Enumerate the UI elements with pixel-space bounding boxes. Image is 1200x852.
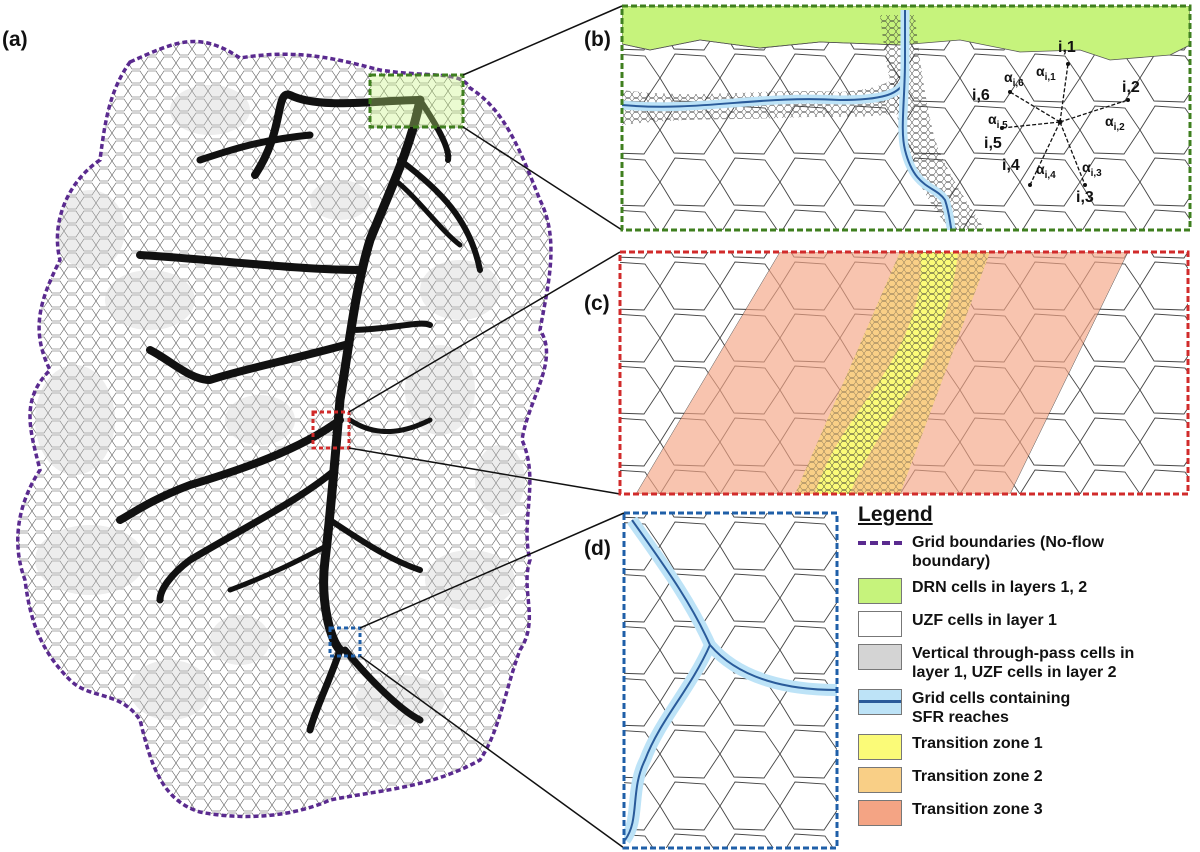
panel-label-b: (b) [584, 28, 611, 51]
legend-swatch-boundary [858, 533, 902, 559]
stream-network [116, 90, 483, 734]
legend-title: Legend [858, 503, 933, 526]
panel-c-frame [618, 250, 1190, 496]
alpha-label-5: αi,5 [988, 111, 1008, 131]
cell-label-i2: i,2 [1122, 79, 1140, 96]
alpha-label-6: αi,6 [1004, 69, 1024, 89]
cell-label-i4: i,4 [1002, 157, 1020, 174]
legend-swatch-zone3 [858, 800, 902, 826]
cell-label-i6: i,6 [972, 87, 990, 104]
panel-label-a: (a) [2, 28, 28, 51]
legend-label: DRN cells in layers 1, 2 [912, 579, 1088, 596]
legend-label: Vertical through-pass cells in [912, 645, 1135, 662]
legend-label: Grid boundaries (No-flow [912, 534, 1104, 551]
panel-d-frame [622, 511, 839, 850]
legend-item-uzf: UZF cells in layer 1 [858, 611, 1198, 637]
grid-boundary [16, 39, 553, 819]
legend-swatch-zone1 [858, 734, 902, 760]
legend-label: layer 1, UZF cells in layer 2 [912, 664, 1117, 681]
legend-swatch-drn [858, 578, 902, 604]
legend-item-drn: DRN cells in layers 1, 2 [858, 578, 1198, 604]
legend-item-zone1: Transition zone 1 [858, 734, 1198, 760]
panel-b-frame [620, 4, 1192, 232]
watershed-map [16, 39, 553, 819]
legend-swatch-uzf [858, 611, 902, 637]
cell-label-i5: i,5 [984, 135, 1002, 152]
legend-swatch-zone2 [858, 767, 902, 793]
alpha-label-3: αi,3 [1082, 159, 1102, 179]
panel-label-d: (d) [584, 537, 611, 560]
location-box-d [328, 626, 362, 658]
legend-label: boundary) [912, 553, 991, 570]
legend-item-vertical: Vertical through-pass cells in layer 1, … [858, 644, 1198, 682]
cell-centroids [1000, 62, 1130, 187]
panel-c-zoom [618, 250, 1190, 496]
legend-label: SFR reaches [912, 709, 1009, 726]
legend-item-zone3: Transition zone 3 [858, 800, 1198, 826]
alpha-label-1: αi,1 [1036, 63, 1056, 83]
panel-label-c: (c) [584, 292, 610, 315]
cell-label-i3: i,3 [1076, 189, 1094, 206]
legend-label: Transition zone 2 [912, 768, 1043, 785]
legend-swatch-vertical [858, 644, 902, 670]
location-box-c [311, 410, 351, 450]
gray-cell-patches [17, 41, 551, 817]
location-box-b [368, 73, 465, 129]
alpha-label-4: αi,4 [1036, 161, 1056, 181]
flux-arrows [1001, 63, 1129, 186]
legend-label: Grid cells containing [912, 690, 1071, 707]
panel-d-zoom [622, 511, 839, 850]
legend-label: UZF cells in layer 1 [912, 612, 1057, 629]
alpha-label-2: αi,2 [1105, 113, 1125, 133]
legend: Legend Grid boundaries (No-flow boundary… [858, 503, 1198, 833]
sfr-reach [624, 644, 711, 841]
legend-label: Transition zone 1 [912, 735, 1043, 752]
legend-item-sfr: Grid cells containing SFR reaches [858, 689, 1198, 727]
legend-item-boundary: Grid boundaries (No-flow boundary) [858, 533, 1198, 571]
connector-lines [348, 5, 625, 849]
legend-label: Transition zone 3 [912, 801, 1043, 818]
legend-item-zone2: Transition zone 2 [858, 767, 1198, 793]
legend-swatch-sfr [858, 689, 902, 715]
panel-b-zoom: i,1 i,2 i,3 i,4 i,5 i,6 αi,1 αi,2 αi,3 α… [620, 4, 1192, 232]
cell-label-i1: i,1 [1058, 39, 1076, 56]
